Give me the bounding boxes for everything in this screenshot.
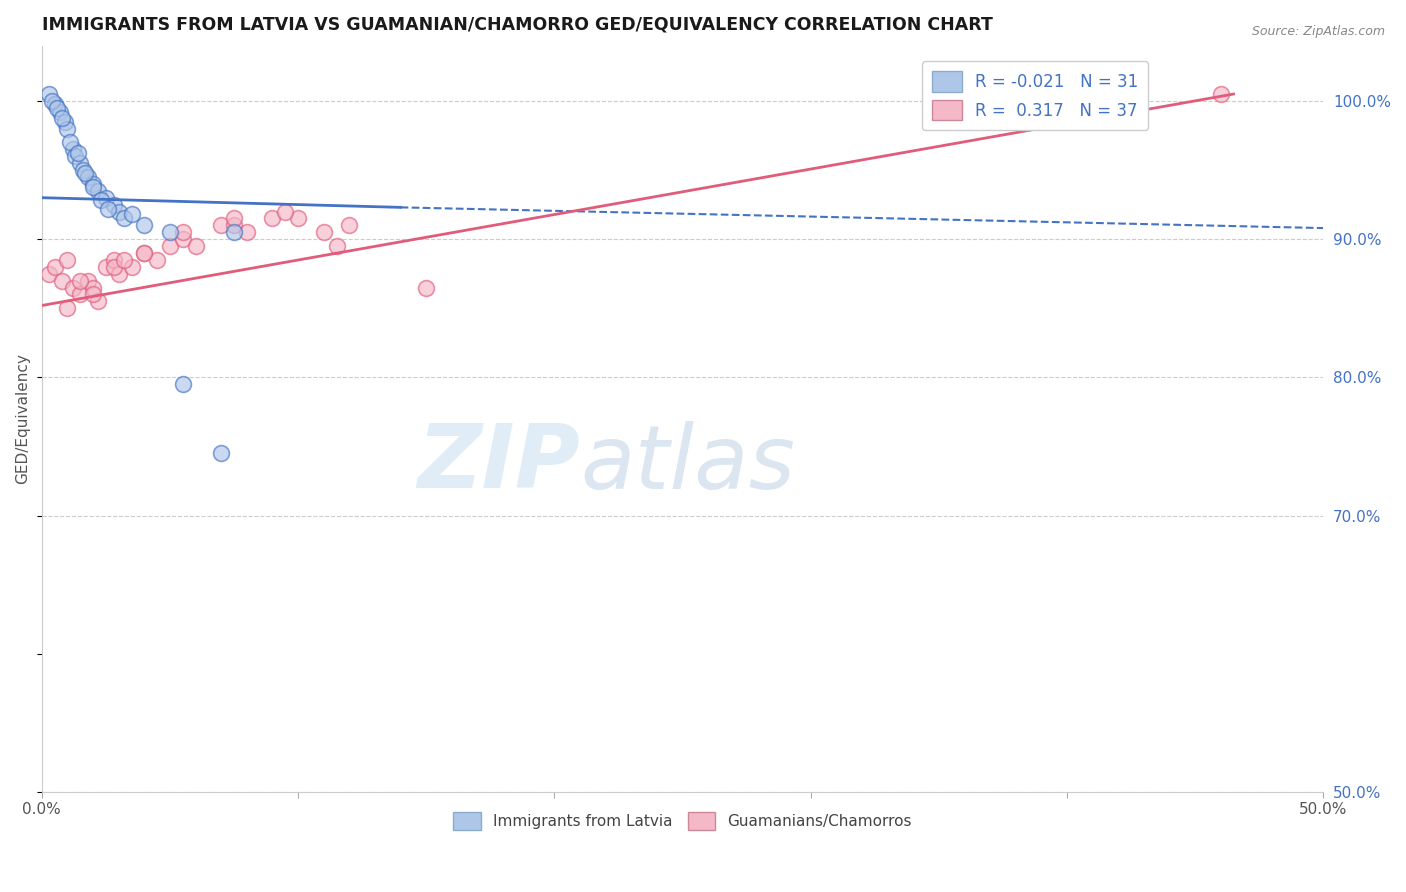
Point (159, 239, 181, 253)
Point (325, 239, 347, 253)
Point (121, 207, 143, 221)
Point (48, 105, 70, 120)
Point (236, 225, 259, 239)
Point (97, 202, 120, 216)
Point (103, 197, 125, 211)
Point (41, 94, 63, 108)
Point (262, 211, 284, 226)
Y-axis label: GED/Equivalency: GED/Equivalency (15, 353, 30, 484)
Point (112, 211, 135, 226)
Point (415, 280, 437, 294)
Point (77, 169, 100, 184)
Point (90, 194, 112, 208)
Point (38, 267, 60, 281)
Point (72, 163, 94, 178)
Point (69, 156, 91, 170)
Text: IMMIGRANTS FROM LATVIA VS GUAMANIAN/CHAMORRO GED/EQUIVALENCY CORRELATION CHART: IMMIGRANTS FROM LATVIA VS GUAMANIAN/CHAM… (42, 15, 993, 33)
Point (51, 111, 73, 125)
Point (103, 252, 125, 267)
Point (44, 96, 66, 111)
Point (51, 274, 73, 288)
Point (103, 260, 125, 274)
Point (172, 225, 194, 239)
Point (59, 136, 82, 150)
Point (75, 166, 97, 180)
Point (209, 219, 232, 233)
Point (134, 246, 156, 260)
Point (134, 246, 156, 260)
Point (77, 274, 100, 288)
Point (112, 252, 135, 267)
Point (222, 225, 245, 239)
Point (134, 219, 156, 233)
Point (62, 280, 84, 294)
Point (159, 225, 181, 239)
Text: atlas: atlas (581, 421, 794, 507)
Point (146, 252, 169, 267)
Point (87, 294, 110, 309)
Point (222, 211, 245, 226)
Point (121, 260, 143, 274)
Point (53, 114, 76, 128)
Point (62, 142, 84, 156)
Point (82, 280, 104, 294)
Point (87, 184, 110, 198)
Point (172, 377, 194, 392)
Point (337, 219, 360, 233)
Point (222, 219, 245, 233)
Point (56, 301, 79, 316)
Point (94, 191, 117, 205)
Point (69, 287, 91, 301)
Point (94, 260, 117, 274)
Point (69, 274, 91, 288)
Point (1209, 87, 1232, 101)
Legend: Immigrants from Latvia, Guamanians/Chamorros: Immigrants from Latvia, Guamanians/Chamo… (447, 805, 918, 837)
Point (66, 146, 89, 161)
Text: ZIP: ZIP (418, 420, 581, 507)
Point (82, 177, 104, 191)
Point (56, 121, 79, 136)
Point (44, 260, 66, 274)
Point (209, 446, 232, 460)
Point (287, 211, 309, 226)
Point (184, 239, 207, 253)
Point (312, 225, 335, 239)
Point (82, 179, 104, 194)
Point (82, 287, 104, 301)
Point (63, 149, 86, 163)
Point (56, 252, 79, 267)
Point (38, 87, 60, 101)
Point (107, 267, 129, 281)
Point (274, 204, 297, 219)
Point (107, 204, 129, 219)
Point (172, 232, 194, 246)
Point (46, 101, 69, 115)
Text: Source: ZipAtlas.com: Source: ZipAtlas.com (1251, 25, 1385, 38)
